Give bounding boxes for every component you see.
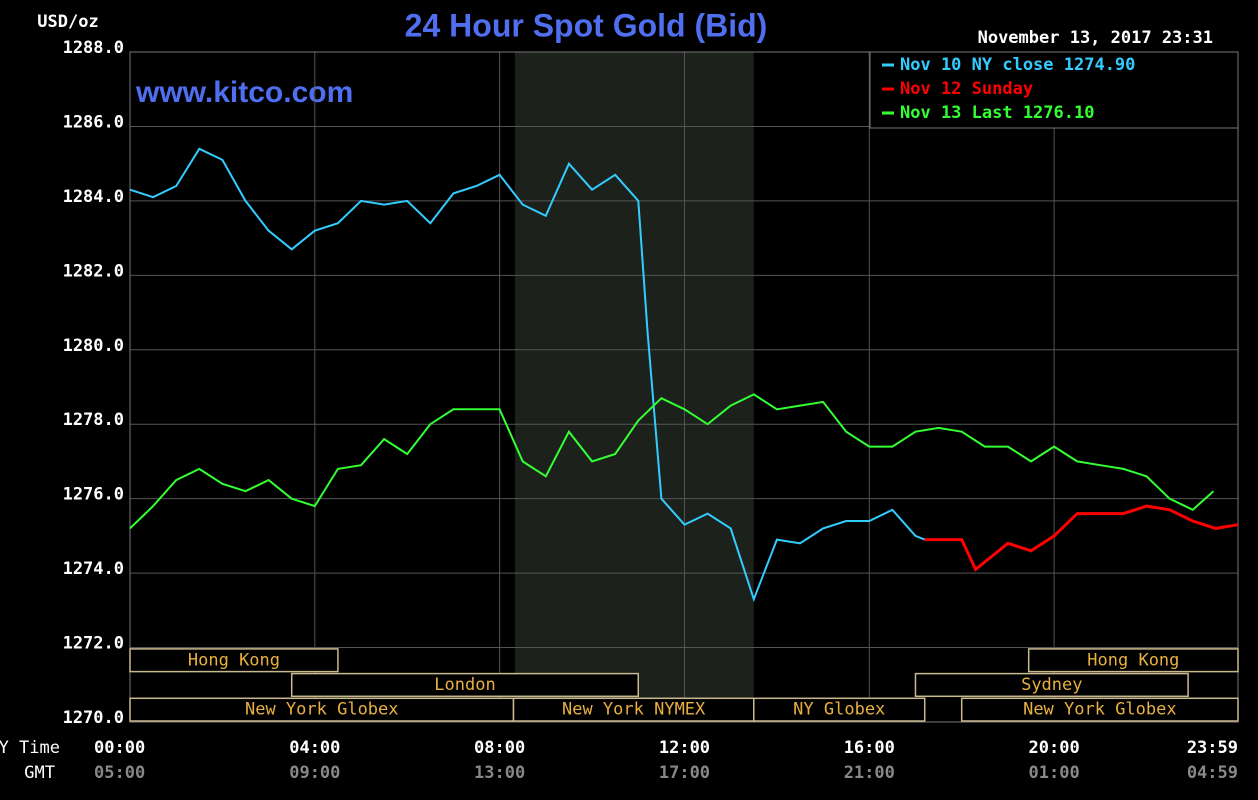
legend-label: Nov 12 Sunday [900, 79, 1033, 99]
y-tick-label: 1280.0 [63, 336, 124, 356]
session-label: New York Globex [1023, 700, 1177, 720]
session-box [753, 697, 926, 722]
y-tick-label: 1284.0 [63, 187, 124, 207]
y-tick-label: 1282.0 [63, 261, 124, 281]
y-tick-label: 1272.0 [63, 634, 124, 654]
gmt-tick-label: 09:00 [289, 763, 340, 783]
y-tick-label: 1278.0 [63, 410, 124, 430]
session-label: Hong Kong [1087, 650, 1179, 670]
session-label: NY Globex [793, 700, 885, 720]
session-box [914, 672, 1189, 698]
gmt-tick-label: 17:00 [659, 763, 710, 783]
x-axis-name: GMT [24, 763, 55, 783]
gmt-tick-label: 04:59 [1187, 763, 1238, 783]
session-box [129, 648, 339, 673]
gmt-tick-label: 05:00 [94, 763, 145, 783]
y-tick-label: 1270.0 [63, 708, 124, 728]
gmt-tick-label: 01:00 [1029, 763, 1080, 783]
x-tick-label: 23:59 [1187, 738, 1238, 758]
session-label: London [434, 675, 495, 695]
gmt-tick-label: 13:00 [474, 763, 525, 783]
legend-label: Nov 10 NY close 1274.90 [900, 55, 1135, 75]
x-tick-label: 00:00 [94, 738, 145, 758]
x-tick-label: 16:00 [844, 738, 895, 758]
gmt-tick-label: 21:00 [844, 763, 895, 783]
plot-frame [129, 51, 1239, 723]
price-line [924, 504, 1239, 572]
session-label: New York Globex [245, 700, 399, 720]
y-tick-label: 1274.0 [63, 559, 124, 579]
price-line [129, 147, 926, 603]
session-label: Sydney [1021, 675, 1082, 695]
watermark: www.kitco.com [135, 76, 353, 109]
session-label: New York NYMEX [562, 700, 706, 720]
x-tick-label: 08:00 [474, 738, 525, 758]
session-box [1027, 648, 1239, 673]
session-label: Hong Kong [188, 650, 280, 670]
session-box [960, 697, 1239, 722]
chart-title: 24 Hour Spot Gold (Bid) [405, 7, 768, 43]
highlight-band [514, 52, 754, 722]
y-tick-label: 1286.0 [63, 112, 124, 132]
legend-label: Nov 13 Last 1276.10 [900, 103, 1094, 123]
timestamp: November 13, 2017 23:31 [978, 28, 1213, 48]
price-line [129, 393, 1215, 530]
y-tick-label: 1276.0 [63, 485, 124, 505]
unit-label: USD/oz [37, 12, 98, 32]
y-tick-label: 1288.0 [63, 38, 124, 58]
x-tick-label: 12:00 [659, 738, 710, 758]
x-tick-label: 20:00 [1029, 738, 1080, 758]
session-box [290, 672, 640, 698]
x-tick-label: 04:00 [289, 738, 340, 758]
x-axis-name: NY Time [0, 738, 60, 758]
legend-box [869, 51, 1239, 129]
